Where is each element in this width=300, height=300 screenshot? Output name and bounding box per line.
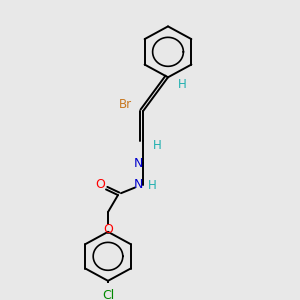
Text: O: O — [103, 223, 113, 236]
Text: H: H — [148, 179, 156, 192]
Text: Br: Br — [118, 98, 132, 111]
Text: N: N — [133, 178, 143, 191]
Text: O: O — [95, 178, 105, 191]
Text: H: H — [153, 139, 161, 152]
Text: H: H — [178, 78, 186, 91]
Text: Cl: Cl — [102, 290, 114, 300]
Text: N: N — [133, 157, 143, 169]
